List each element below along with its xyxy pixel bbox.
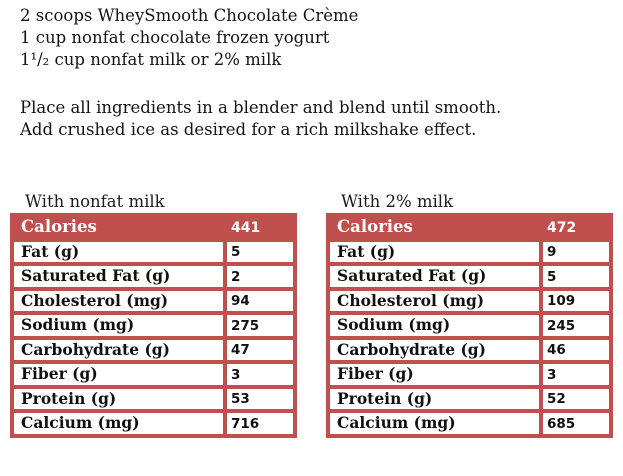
nutrient-label-cell: Saturated Fat (g) <box>326 262 543 291</box>
nutrient-label-cell: Protein (g) <box>10 384 227 413</box>
nutrient-label-cell: Carbohydrate (g) <box>10 335 227 364</box>
table-row: Protein (g) 52 <box>326 384 613 413</box>
nutrient-value-cell: 47 <box>223 335 297 364</box>
table-row: Carbohydrate (g) 47 <box>10 335 297 364</box>
nutrient-label-cell: Calories <box>10 213 227 242</box>
ingredient-line: 2 scoops WheySmooth Chocolate Crème <box>20 6 359 25</box>
instruction-line: Place all ingredients in a blender and b… <box>20 98 502 117</box>
nutrient-value-cell: 3 <box>223 360 297 389</box>
nutrient-label-cell: Sodium (mg) <box>10 311 227 340</box>
nutrient-value-cell: 472 <box>539 213 613 242</box>
nutrient-value-cell: 716 <box>223 409 297 438</box>
nutrient-value-cell: 52 <box>539 384 613 413</box>
table-header-row: Calories 472 <box>326 213 613 242</box>
nutrient-label-cell: Fat (g) <box>10 237 227 266</box>
nutrient-value-cell: 5 <box>539 262 613 291</box>
instruction-line: Add crushed ice as desired for a rich mi… <box>20 120 477 139</box>
nutrient-value-cell: 685 <box>539 409 613 438</box>
table-row: Fiber (g) 3 <box>326 360 613 389</box>
nutrient-label-cell: Calcium (mg) <box>326 409 543 438</box>
table-row: Cholesterol (mg) 109 <box>326 286 613 315</box>
nutrient-label-cell: Saturated Fat (g) <box>10 262 227 291</box>
table-row: Fat (g) 5 <box>10 237 297 266</box>
nutrient-label-cell: Sodium (mg) <box>326 311 543 340</box>
nutrition-table-nonfat: Calories 441 Fat (g) 5 Saturated Fat (g)… <box>10 213 297 438</box>
nutrient-value-cell: 275 <box>223 311 297 340</box>
nutrient-label-cell: Fiber (g) <box>10 360 227 389</box>
nutrient-value-cell: 53 <box>223 384 297 413</box>
table-row: Sodium (mg) 245 <box>326 311 613 340</box>
table-row: Fiber (g) 3 <box>10 360 297 389</box>
nutrient-label-cell: Cholesterol (mg) <box>10 286 227 315</box>
ingredient-line: 1¹/₂ cup nonfat milk or 2% milk <box>20 50 282 69</box>
table-row: Protein (g) 53 <box>10 384 297 413</box>
nutrient-label-cell: Cholesterol (mg) <box>326 286 543 315</box>
paragraph-gap <box>20 71 501 97</box>
nutrient-value-cell: 94 <box>223 286 297 315</box>
ingredient-line: 1 cup nonfat chocolate frozen yogurt <box>20 28 330 47</box>
table-row: Fat (g) 9 <box>326 237 613 266</box>
nutrient-label-cell: Calcium (mg) <box>10 409 227 438</box>
nutrient-value-cell: 5 <box>223 237 297 266</box>
nutrient-value-cell: 9 <box>539 237 613 266</box>
table-title: With nonfat milk <box>25 192 165 211</box>
nutrient-label-cell: Fiber (g) <box>326 360 543 389</box>
table-row: Sodium (mg) 275 <box>10 311 297 340</box>
nutrient-value-cell: 46 <box>539 335 613 364</box>
recipe-text-block: 2 scoops WheySmooth Chocolate Crème 1 cu… <box>20 5 501 141</box>
nutrient-value-cell: 3 <box>539 360 613 389</box>
nutrient-value-cell: 441 <box>223 213 297 242</box>
nutrient-value-cell: 245 <box>539 311 613 340</box>
table-row: Carbohydrate (g) 46 <box>326 335 613 364</box>
nutrient-value-cell: 109 <box>539 286 613 315</box>
table-row: Saturated Fat (g) 5 <box>326 262 613 291</box>
table-row: Calcium (mg) 716 <box>10 409 297 438</box>
table-header-row: Calories 441 <box>10 213 297 242</box>
table-row: Calcium (mg) 685 <box>326 409 613 438</box>
nutrient-label-cell: Fat (g) <box>326 237 543 266</box>
table-title: With 2% milk <box>341 192 454 211</box>
nutrient-value-cell: 2 <box>223 262 297 291</box>
table-row: Saturated Fat (g) 2 <box>10 262 297 291</box>
nutrient-label-cell: Protein (g) <box>326 384 543 413</box>
nutrient-label-cell: Calories <box>326 213 543 242</box>
table-row: Cholesterol (mg) 94 <box>10 286 297 315</box>
nutrient-label-cell: Carbohydrate (g) <box>326 335 543 364</box>
nutrition-table-2percent: Calories 472 Fat (g) 9 Saturated Fat (g)… <box>326 213 613 438</box>
nutrition-section-2percent: With 2% milk Calories 472 Fat (g) 9 Satu… <box>326 191 613 438</box>
nutrition-section-nonfat: With nonfat milk Calories 441 Fat (g) 5 … <box>10 191 297 438</box>
